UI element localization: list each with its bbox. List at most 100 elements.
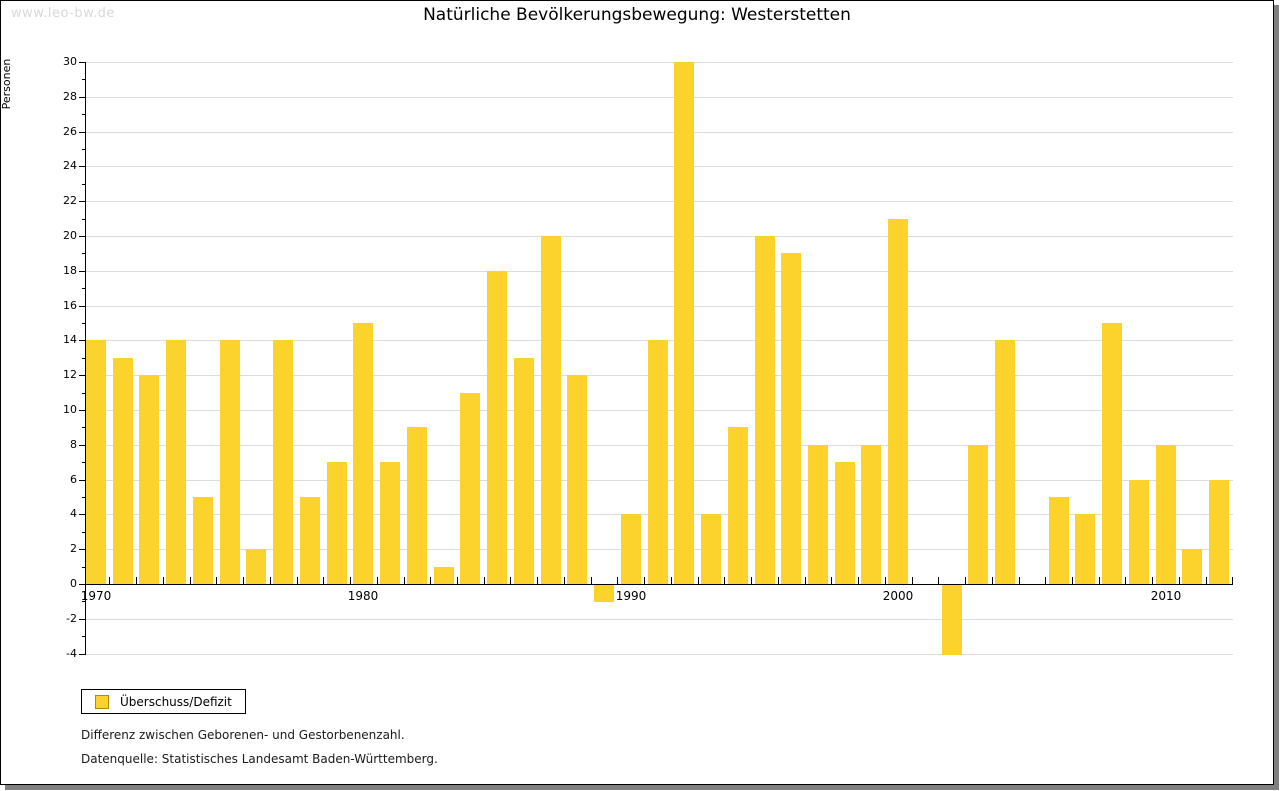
x-tick <box>136 577 137 584</box>
y-minor-tick <box>82 427 85 429</box>
x-tick <box>965 577 966 584</box>
y-tick-label: 6 <box>70 472 77 486</box>
bar-1986 <box>514 358 534 584</box>
y-major-tick <box>79 131 85 133</box>
bar-1984 <box>460 393 480 584</box>
y-minor-tick <box>82 566 85 568</box>
y-tick-label: -2 <box>66 611 77 625</box>
y-minor-tick <box>82 357 85 359</box>
x-tick <box>1099 577 1100 584</box>
y-major-tick <box>79 410 85 411</box>
legend: Überschuss/Defizit <box>81 689 246 714</box>
x-tick <box>671 577 672 584</box>
y-axis-line <box>85 62 86 655</box>
y-major-tick <box>79 96 85 98</box>
bar-2011 <box>1182 549 1202 584</box>
bar-2012 <box>1209 480 1229 584</box>
bar-1993 <box>701 514 721 584</box>
y-major-tick <box>79 375 85 377</box>
bar-2008 <box>1102 323 1122 584</box>
y-minor-tick <box>82 636 85 638</box>
y-minor-tick <box>82 288 85 290</box>
y-major-tick <box>79 549 85 551</box>
bar-2006 <box>1049 497 1069 584</box>
x-tick <box>698 577 699 584</box>
x-tick <box>323 577 324 584</box>
legend-label: Überschuss/Defizit <box>120 694 232 709</box>
gridline <box>85 201 1233 203</box>
y-major-tick <box>79 166 85 168</box>
x-tick <box>1232 577 1233 584</box>
bar-1996 <box>781 253 801 584</box>
gridline <box>85 96 1233 98</box>
bar-1982 <box>407 427 427 584</box>
x-tick <box>270 577 271 584</box>
x-tick <box>1019 577 1020 584</box>
y-minor-tick <box>82 531 85 533</box>
y-tick-label: 12 <box>63 368 77 382</box>
x-tick <box>831 577 832 584</box>
bar-2004 <box>995 340 1015 584</box>
y-tick-label: -4 <box>66 646 77 660</box>
x-tick <box>617 577 618 584</box>
gridline <box>85 62 1233 63</box>
y-axis-title: Personen <box>0 58 13 110</box>
y-minor-tick <box>82 114 85 116</box>
footnote-definition: Differenz zwischen Geborenen- und Gestor… <box>81 728 405 742</box>
footnote-source: Datenquelle: Statistisches Landesamt Bad… <box>81 752 438 766</box>
bar-1994 <box>728 427 748 584</box>
y-major-tick <box>79 653 85 655</box>
y-major-tick <box>79 444 85 446</box>
x-tick <box>1125 577 1126 584</box>
bar-1992 <box>674 62 694 584</box>
chart-title: Natürliche Bevölkerungsbewegung: Westers… <box>423 5 851 25</box>
gridline <box>85 166 1233 168</box>
x-tick <box>510 577 511 584</box>
x-tick <box>938 577 939 584</box>
bar-1990 <box>621 514 641 584</box>
watermark: www.leo-bw.de <box>11 6 115 21</box>
x-tick-label: 1990 <box>615 589 647 603</box>
y-tick-label: 10 <box>63 403 77 416</box>
x-tick <box>190 577 191 584</box>
y-tick-label: 14 <box>63 333 77 347</box>
y-minor-tick <box>82 253 85 255</box>
y-major-tick <box>79 479 85 481</box>
y-tick-label: 24 <box>63 159 77 173</box>
legend-swatch <box>95 694 109 709</box>
x-tick <box>109 577 110 584</box>
x-tick <box>1072 577 1073 584</box>
x-tick <box>644 577 645 584</box>
x-tick <box>724 577 725 584</box>
bar-2007 <box>1075 514 1095 584</box>
x-tick <box>591 577 592 584</box>
x-tick <box>564 577 565 584</box>
bar-1976 <box>246 549 266 584</box>
y-major-tick <box>79 62 85 63</box>
bar-2002 <box>942 585 962 655</box>
y-tick-label: 20 <box>63 229 77 242</box>
x-axis-line <box>85 584 1233 585</box>
gridline <box>85 270 1233 272</box>
gridline <box>85 305 1233 307</box>
bar-1980 <box>353 323 373 584</box>
bar-2000 <box>888 219 908 584</box>
y-tick-label: 0 <box>70 577 77 590</box>
x-tick <box>805 577 806 584</box>
bar-1988 <box>567 375 587 584</box>
x-tick <box>537 577 538 584</box>
y-minor-tick <box>82 392 85 394</box>
x-tick <box>1206 577 1207 584</box>
gridline <box>85 236 1233 237</box>
gridline <box>85 653 1233 655</box>
x-tick-label: 2000 <box>882 589 914 603</box>
y-major-tick <box>79 236 85 237</box>
y-tick-label: 26 <box>63 124 77 138</box>
y-minor-tick <box>82 149 85 150</box>
y-tick-label: 16 <box>63 298 77 312</box>
bar-1995 <box>755 236 775 584</box>
x-tick-label: 2010 <box>1150 589 1182 603</box>
x-tick <box>377 577 378 584</box>
y-tick-label: 28 <box>63 89 77 103</box>
bar-2009 <box>1129 480 1149 584</box>
